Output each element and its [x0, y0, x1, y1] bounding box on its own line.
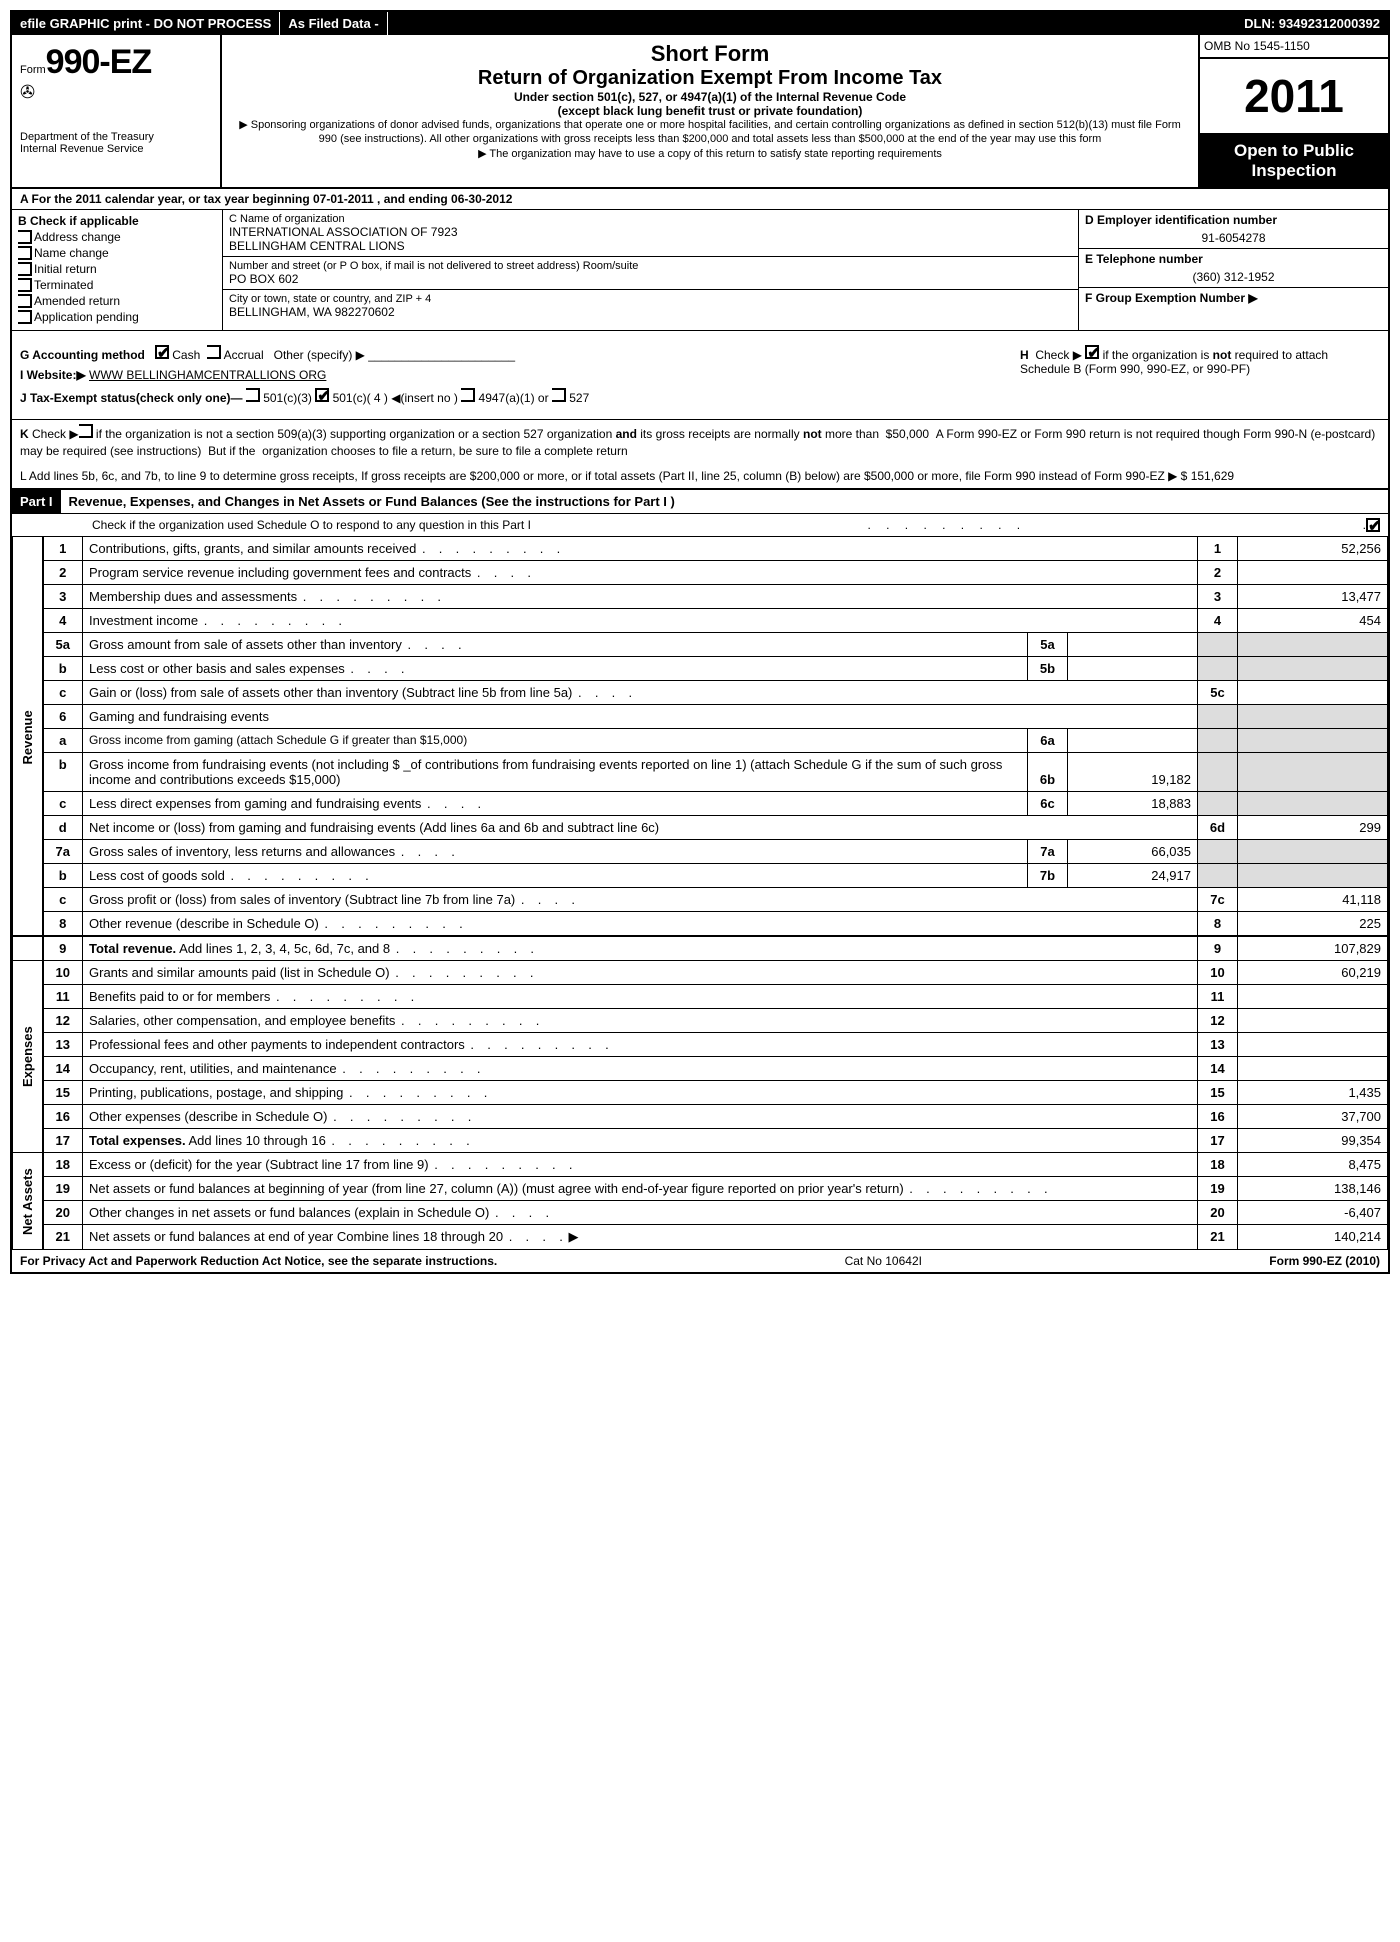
except-line: (except black lung benefit trust or priv…: [232, 104, 1188, 118]
form-number: 990-EZ: [46, 43, 152, 81]
checkbox-address-change[interactable]: [18, 230, 32, 244]
website-value: WWW BELLINGHAMCENTRALLIONS ORG: [89, 368, 326, 382]
top-bar: efile GRAPHIC print - DO NOT PROCESS As …: [12, 12, 1388, 35]
form-990ez-page: efile GRAPHIC print - DO NOT PROCESS As …: [10, 10, 1390, 1274]
part1-checkline: Check if the organization used Schedule …: [12, 514, 1388, 536]
side-expenses: Expenses: [13, 961, 43, 1153]
footer-catno: Cat No 10642I: [497, 1254, 1269, 1268]
main-table: Revenue 1Contributions, gifts, grants, a…: [12, 536, 1388, 1250]
d-label: D Employer identification number: [1085, 213, 1382, 227]
tax-year: 2011: [1200, 59, 1388, 135]
line-k: K Check ▶ if the organization is not a s…: [12, 419, 1388, 464]
line-l: L Add lines 5b, 6c, and 7b, to line 9 to…: [12, 464, 1388, 491]
b-title: B Check if applicable: [18, 214, 216, 228]
c-street-label: Number and street (or P O box, if mail i…: [229, 260, 1072, 272]
footer-privacy: For Privacy Act and Paperwork Reduction …: [20, 1254, 497, 1268]
copy-line: ▶ The organization may have to use a cop…: [232, 147, 1188, 160]
column-b: B Check if applicable Address change Nam…: [12, 210, 222, 330]
sponsor-text: ▶ Sponsoring organizations of donor advi…: [232, 118, 1188, 147]
section-bcdef: B Check if applicable Address change Nam…: [12, 210, 1388, 331]
return-title: Return of Organization Exempt From Incom…: [232, 67, 1188, 90]
checkbox-527[interactable]: [552, 388, 566, 402]
short-form-title: Short Form: [232, 41, 1188, 67]
e-label: E Telephone number: [1085, 252, 1382, 266]
part1-title: Revenue, Expenses, and Changes in Net As…: [61, 490, 1388, 513]
org-city: BELLINGHAM, WA 982270602: [229, 305, 1072, 319]
checkbox-501c[interactable]: [315, 388, 329, 402]
side-revenue: Revenue: [13, 537, 43, 937]
checkbox-schedule-o[interactable]: [1366, 518, 1380, 532]
org-name-2: BELLINGHAM CENTRAL LIONS: [229, 239, 1072, 253]
under-section: Under section 501(c), 527, or 4947(a)(1)…: [232, 90, 1188, 104]
checkbox-pending[interactable]: [18, 310, 32, 324]
open-to-public: Open to Public Inspection: [1200, 135, 1388, 187]
checkbox-terminated[interactable]: [18, 278, 32, 292]
phone-value: (360) 312-1952: [1085, 266, 1382, 284]
header-left: Form990-EZ ✇ Department of the Treasury …: [12, 35, 222, 187]
header: Form990-EZ ✇ Department of the Treasury …: [12, 35, 1388, 189]
c-name-label: C Name of organization: [229, 213, 1072, 225]
header-right: OMB No 1545-1150 2011 Open to Public Ins…: [1198, 35, 1388, 187]
irs-label: Internal Revenue Service: [20, 143, 212, 155]
checkbox-name-change[interactable]: [18, 246, 32, 260]
line-a: A For the 2011 calendar year, or tax yea…: [12, 189, 1388, 210]
page-footer: For Privacy Act and Paperwork Reduction …: [12, 1250, 1388, 1272]
checkbox-h[interactable]: [1085, 345, 1099, 359]
line-i: I Website:▶ WWW BELLINGHAMCENTRALLIONS O…: [20, 368, 1000, 382]
checkbox-k[interactable]: [79, 424, 93, 438]
column-c: C Name of organization INTERNATIONAL ASS…: [222, 210, 1078, 330]
checkbox-accrual[interactable]: [207, 345, 221, 359]
checkbox-cash[interactable]: [155, 345, 169, 359]
line-g: G Accounting method Cash Accrual Other (…: [20, 345, 1000, 362]
column-def: D Employer identification number 91-6054…: [1078, 210, 1388, 330]
omb-number: OMB No 1545-1150: [1200, 35, 1388, 59]
header-center: Short Form Return of Organization Exempt…: [222, 35, 1198, 187]
line-j: J Tax-Exempt status(check only one)— 501…: [20, 388, 1000, 405]
ein-value: 91-6054278: [1085, 227, 1382, 245]
org-name-1: INTERNATIONAL ASSOCIATION OF 7923: [229, 225, 1072, 239]
asfiled-label: As Filed Data -: [280, 12, 387, 35]
part1-label: Part I: [12, 490, 61, 513]
section-ghij: G Accounting method Cash Accrual Other (…: [12, 331, 1388, 419]
checkbox-amended[interactable]: [18, 294, 32, 308]
side-netassets: Net Assets: [13, 1153, 43, 1250]
efile-label: efile GRAPHIC print - DO NOT PROCESS: [12, 12, 280, 35]
line-h: H Check ▶ if the organization is not req…: [1020, 345, 1380, 376]
footer-formref: Form 990-EZ (2010): [1269, 1254, 1380, 1268]
checkbox-4947[interactable]: [461, 388, 475, 402]
checkbox-initial-return[interactable]: [18, 262, 32, 276]
form-prefix: Form: [20, 64, 46, 76]
f-label: F Group Exemption Number ▶: [1085, 291, 1382, 305]
dept-label: Department of the Treasury: [20, 131, 212, 143]
org-street: PO BOX 602: [229, 272, 1072, 286]
checkbox-501c3[interactable]: [246, 388, 260, 402]
dln-label: DLN: 93492312000392: [1236, 12, 1388, 35]
c-city-label: City or town, state or country, and ZIP …: [229, 293, 1072, 305]
part1-header: Part I Revenue, Expenses, and Changes in…: [12, 490, 1388, 514]
